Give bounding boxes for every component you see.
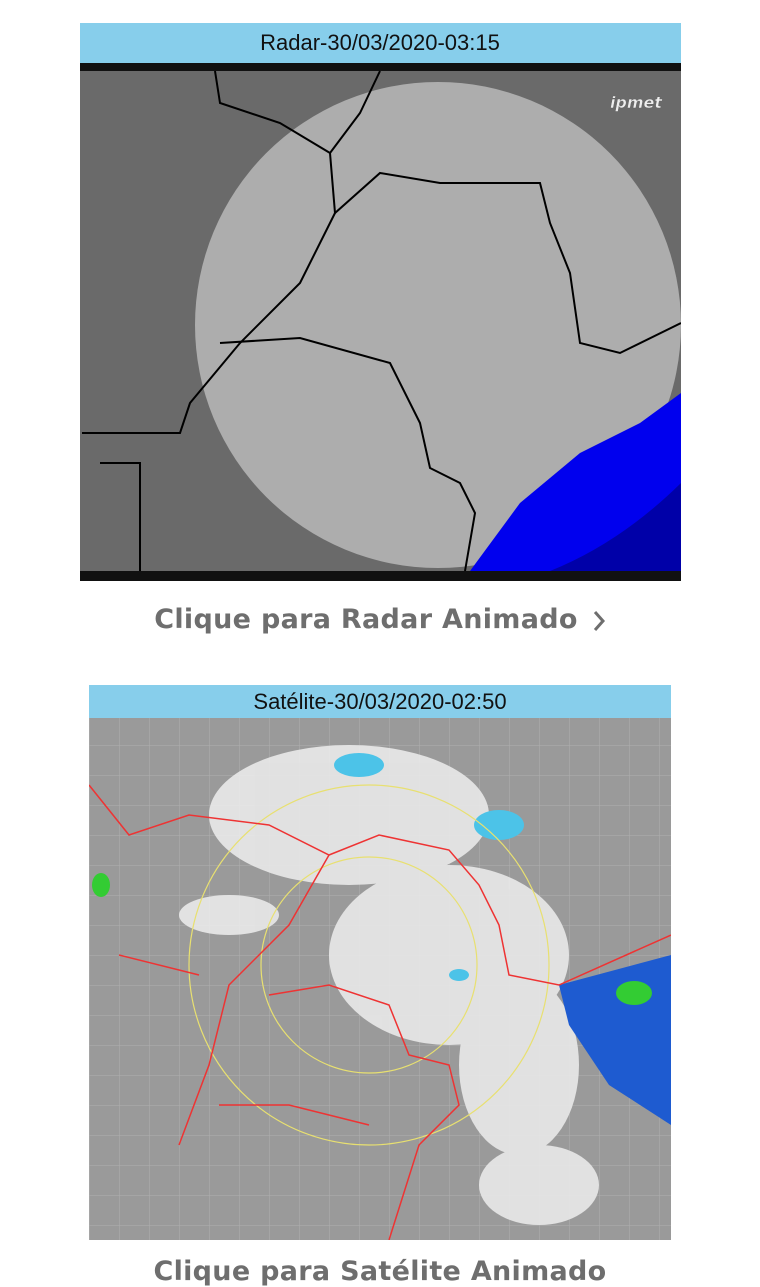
radar-link[interactable]: Clique para Radar Animado [0, 604, 760, 635]
link-text: Clique para Radar Animado [154, 604, 578, 635]
radar-image[interactable]: Radar-30/03/2020-03:15 ipmet [80, 23, 681, 581]
logo: ipmet [610, 93, 663, 112]
radar-title: Radar-30/03/2020-03:15 [260, 30, 500, 55]
link-text: Clique para Satélite Animado [153, 1256, 607, 1287]
satellite-title: Satélite-30/03/2020-02:50 [253, 689, 506, 714]
satellite-link[interactable]: Clique para Satélite Animado [0, 1256, 760, 1287]
satellite-image[interactable]: Satélite-30/03/2020-02:50 [89, 685, 671, 1240]
chevron-icon [593, 610, 605, 631]
